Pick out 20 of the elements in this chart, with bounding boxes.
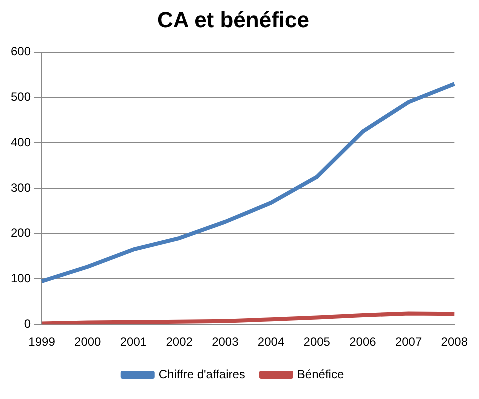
x-tick-label: 1999: [28, 335, 56, 350]
y-tick-label: 100: [10, 272, 32, 286]
x-tick-label: 2000: [74, 335, 102, 350]
x-tick-label: 2007: [395, 335, 422, 350]
x-tick-label: 2002: [166, 335, 194, 350]
x-tick-label: 2004: [258, 335, 285, 350]
y-tick-label: 200: [10, 226, 32, 240]
y-tick-label: 0: [24, 316, 32, 331]
x-tick-label: 2005: [304, 335, 331, 350]
y-tick-label: 300: [10, 180, 32, 195]
x-tick-label: 2003: [212, 335, 240, 350]
x-tick-label: 2006: [350, 335, 377, 350]
legend-label: Chiffre d'affaires: [158, 367, 246, 382]
y-tick-label: 600: [10, 44, 32, 59]
legend-label: Bénéfice: [297, 367, 344, 382]
x-tick-label: 2008: [441, 335, 468, 350]
y-tick-label: 400: [10, 135, 32, 150]
y-tick-label: 500: [10, 90, 32, 104]
x-tick-label: 2001: [120, 335, 148, 350]
chart-title: CA et bénéfice: [157, 7, 310, 32]
